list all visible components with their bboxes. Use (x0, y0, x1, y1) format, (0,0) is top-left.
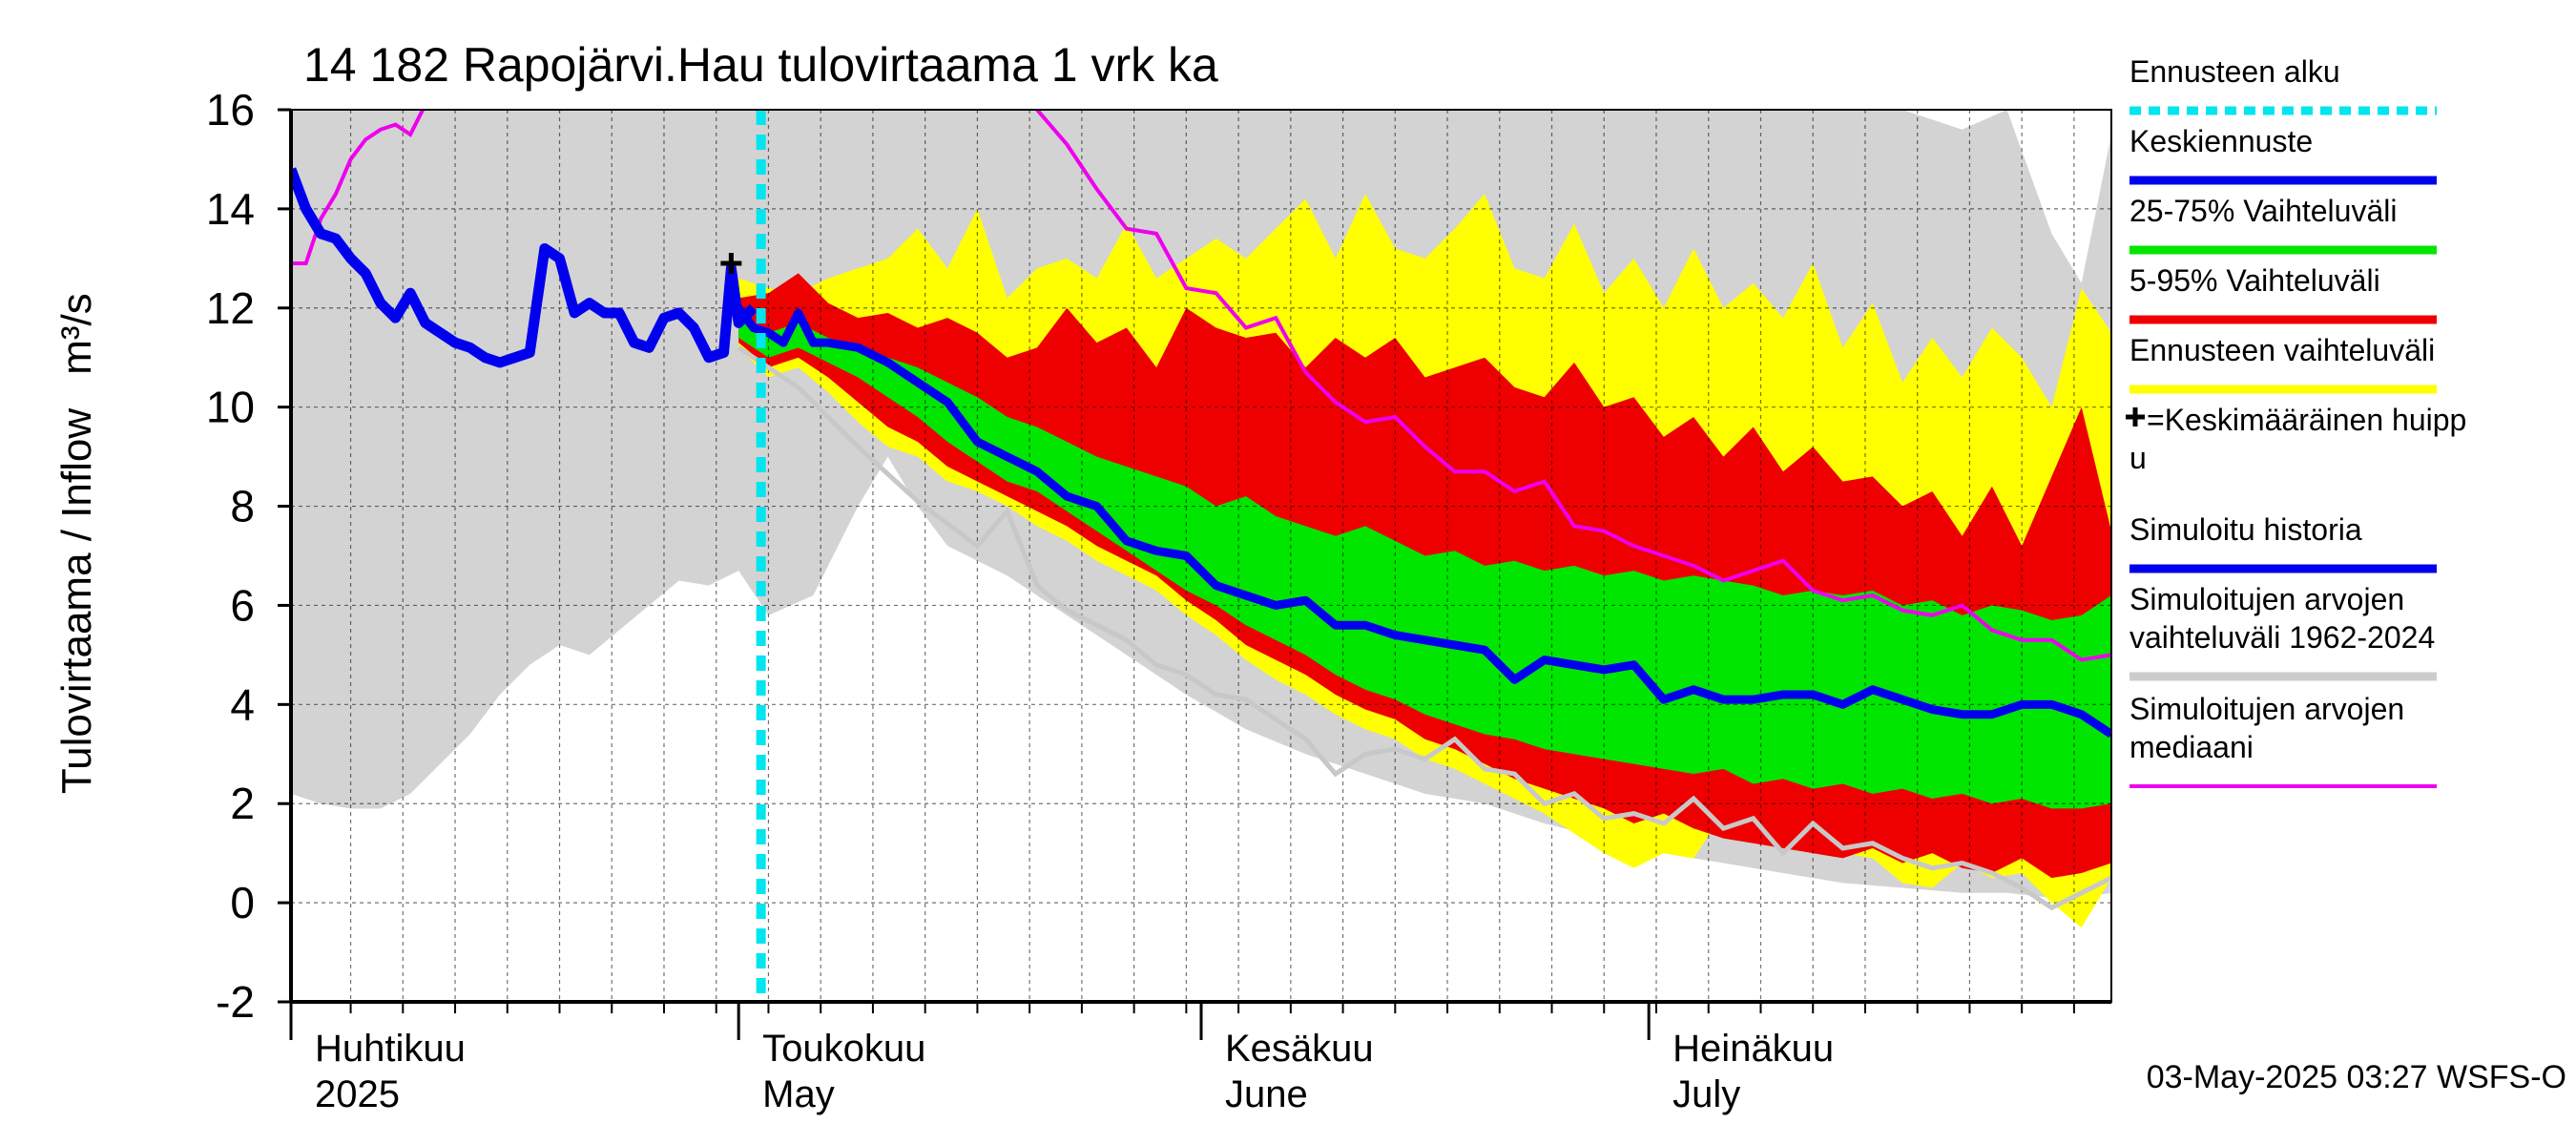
legend-item: Keskiennuste (2129, 124, 2437, 185)
y-axis-unit: m³/s (53, 293, 100, 375)
simulated-min-line (737, 345, 2111, 911)
legend-item: Simuloitujen arvojen mediaani (2129, 692, 2437, 788)
legend-label: Keskiennuste (2129, 124, 2313, 158)
y-tick-label: 0 (230, 878, 255, 927)
legend-label-line2: vaihteluväli 1962-2024 (2129, 620, 2435, 655)
legend-label: Simuloitujen arvojen (2129, 582, 2404, 616)
legend-label: 25-75% Vaihteluväli (2129, 194, 2397, 228)
legend-label: Ennusteen alku (2129, 54, 2340, 89)
y-tick-label: 8 (230, 482, 255, 531)
x-month-label-en: May (762, 1073, 835, 1115)
x-month-label-fi: Kesäkuu (1225, 1028, 1374, 1070)
y-tick-label: 2 (230, 779, 255, 828)
x-month-label-en: July (1672, 1073, 1740, 1115)
y-axis-label-group: Tulovirtaama / Inflow (53, 408, 100, 795)
mean-forecast-line (735, 305, 2111, 739)
legend-item: Ennusteen alku (2129, 54, 2437, 115)
y-tick-label: -2 (216, 977, 255, 1027)
legend-label: Simuloitu historia (2129, 512, 2362, 547)
legend-label: Simuloitujen arvojen (2129, 692, 2404, 726)
simulated-history-line (291, 167, 758, 368)
y-tick-label: 6 (230, 580, 255, 630)
series-lines (291, 110, 2111, 1002)
legend-item: Simuloitujen arvojen vaihteluväli 1962-20… (2129, 582, 2437, 681)
x-month-label-fi: Huhtikuu (315, 1028, 466, 1070)
legend-item: 5-95% Vaihteluväli (2129, 263, 2437, 324)
chart-title: 14 182 Rapojärvi.Hau tulovirtaama 1 vrk … (303, 38, 1218, 92)
legend-label: 5-95% Vaihteluväli (2129, 263, 2380, 298)
grid-lines (291, 109, 2111, 1003)
y-tick-label: 4 (230, 679, 255, 729)
y-tick-label: 14 (206, 184, 255, 234)
footer-timestamp: 03-May-2025 03:27 WSFS-O (2147, 1059, 2566, 1095)
y-axis-label: Tulovirtaama / Inflow (53, 408, 100, 795)
legend-label: Ennusteen vaihteluväli (2129, 333, 2435, 367)
median-line-early (291, 110, 426, 266)
legend-item: Simuloitu historia (2129, 512, 2437, 573)
y-tick-label: 16 (206, 85, 255, 135)
plot-area (291, 110, 2111, 928)
x-month-label-fi: Toukokuu (762, 1028, 925, 1070)
legend-label-line2: mediaani (2129, 730, 2254, 764)
p25-75-band (738, 318, 2111, 809)
y-tick-label: 10 (206, 383, 255, 432)
legend-item: 25-75% Vaihteluväli (2129, 194, 2437, 255)
x-month-label-en: June (1225, 1073, 1308, 1115)
y-tick-label: 12 (206, 283, 255, 333)
legend: Ennusteen alku Keskiennuste 25-75% Vaihtel… (2126, 54, 2466, 788)
x-month-label-fi: Heinäkuu (1672, 1028, 1834, 1070)
legend-label: =Keskimääräinen huipp (2147, 403, 2466, 437)
legend-item: Ennusteen vaihteluväli (2129, 333, 2437, 394)
legend-label-line2: u (2129, 441, 2147, 475)
median-line (1035, 110, 2111, 662)
x-month-label-en: 2025 (315, 1073, 400, 1115)
y-axis-unit-group: m³/s (53, 293, 100, 375)
